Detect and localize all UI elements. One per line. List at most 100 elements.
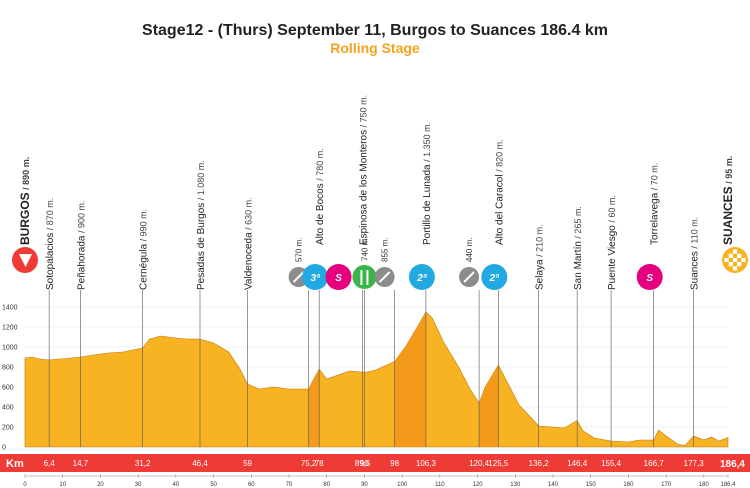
waypoint-name: Cernégula [139, 243, 150, 290]
y-tick-label: 1200 [2, 325, 18, 332]
feed-zone-icon [352, 265, 377, 289]
waypoint-name: BURGOS [18, 192, 32, 245]
waypoint-altitude: / 900 m. [76, 200, 86, 235]
waypoint-altitude: / 60 m. [607, 195, 617, 225]
climb-category-label: 2ª [489, 273, 500, 284]
km-mark: 136,2 [529, 459, 550, 468]
waypoint-name: Peñahorada [76, 235, 87, 290]
waypoint-name: San Martín [573, 241, 584, 290]
profile-area [24, 311, 729, 448]
waypoint-label: Valdenoceda / 630 m. [244, 197, 255, 290]
km-mark: 155,4 [601, 459, 622, 468]
km-mark: 120,4 [469, 459, 490, 468]
waypoint-altitude: / 780 m. [315, 148, 325, 183]
x-tick-label: 50 [210, 482, 217, 488]
waypoint-name: Suances [690, 251, 701, 290]
waypoint-altitude: / 630 m. [244, 197, 254, 232]
climb-start-mark [378, 271, 391, 283]
waypoint-label: Sotopalacios / 870 m. [45, 198, 56, 290]
waypoint-label: Selaya / 210 m. [535, 224, 546, 290]
climb-start-altitude: 440 m. [465, 238, 474, 262]
finish-check [732, 257, 738, 263]
finish-check [737, 262, 742, 267]
waypoint-label: Portillo de Lunada / 1.350 m. [422, 122, 433, 245]
feed-altitude: 740 m. [360, 237, 369, 261]
finish-check [724, 257, 729, 263]
waypoint-altitude: / 870 m. [45, 198, 55, 233]
waypoint-name: Torrelavega [650, 192, 661, 245]
waypoint-altitude: / 210 m. [535, 224, 545, 259]
climb-category-label: 3ª [311, 273, 321, 284]
km-mark: 146,4 [567, 459, 588, 468]
km-mark: 177,3 [684, 459, 705, 468]
km-mark: 31,2 [135, 459, 151, 468]
x-tick-label: 150 [586, 482, 597, 488]
finish-check [741, 257, 746, 263]
climb-start-mark [463, 271, 475, 283]
finish-check [732, 249, 738, 254]
km-mark: 98 [390, 459, 399, 468]
chart-title: Stage12 - (Thurs) September 11, Burgos t… [142, 22, 608, 39]
waypoint-name: Selaya [535, 259, 546, 290]
waypoint-altitude: / 110 m. [690, 217, 700, 251]
x-tick-label: 0 [23, 482, 27, 488]
waypoint-label: Suances / 110 m. [690, 217, 701, 290]
y-tick-label: 1400 [2, 305, 18, 312]
sprint-icon [636, 264, 663, 290]
km-mark: 75,2 [301, 459, 317, 468]
chart-subtitle: Rolling Stage [330, 40, 420, 56]
finish-check [737, 253, 742, 258]
waypoint-name: Valdenoceda [244, 232, 255, 290]
climb-segment [479, 365, 499, 447]
waypoint-name: Puente Viesgo [607, 225, 618, 290]
feed-cutlery-icon [360, 270, 369, 285]
waypoint-label: Alto de Bocos / 780 m. [315, 148, 326, 245]
y-tick-label: 800 [2, 365, 14, 372]
y-tick-label: 400 [2, 405, 14, 412]
waypoint-label: Torrelavega / 70 m. [650, 163, 661, 245]
sprint-icon [325, 264, 352, 290]
climb-category-label: 2ª [416, 273, 427, 284]
start-arrow-icon [19, 254, 32, 267]
y-tick-label: 1000 [2, 345, 18, 352]
climb-category-icon [481, 264, 508, 290]
waypoint-altitude: / 1.350 m. [422, 122, 432, 165]
x-tick-label: 60 [248, 482, 255, 488]
x-tick-label: 180 [699, 482, 710, 488]
climb-start-mark [292, 271, 305, 283]
km-mark: 14,7 [73, 459, 89, 468]
waypoint-name: Alto del Caracol [494, 174, 505, 245]
x-tick-label: 80 [323, 482, 330, 488]
km-mark: 6,4 [44, 459, 56, 468]
km-total: 186,4 [720, 459, 745, 470]
climb-segment [394, 312, 426, 447]
climb-category-icon [408, 264, 435, 290]
waypoint-name: Alto de Bocos [315, 183, 326, 245]
waypoint-altitude: / 265 m. [573, 206, 583, 241]
climb-category-icon [302, 264, 329, 290]
x-tick-label: 160 [623, 482, 634, 488]
waypoint-name: Portillo de Lunada [422, 164, 433, 245]
waypoint-altitude: / 95 m. [724, 156, 734, 187]
x-tick-label: 10 [59, 482, 66, 488]
km-bar-label: Km [6, 458, 24, 470]
waypoint-altitude: / 820 m. [494, 139, 504, 174]
y-tick-label: 0 [2, 445, 6, 452]
x-tick-label: 70 [286, 482, 293, 488]
waypoint-label: Espinosa de los Monteros / 750 m. [359, 95, 370, 245]
waypoint-altitude: / 750 m. [359, 95, 369, 130]
km-mark: 166,7 [644, 459, 665, 468]
x-tick-label: 90 [361, 482, 368, 488]
km-mark: 46,4 [192, 459, 208, 468]
km-mark: 125,5 [488, 459, 509, 468]
finish-check [728, 253, 733, 258]
km-mark: 89,5 [355, 459, 371, 468]
km-mark: 106,3 [416, 459, 437, 468]
x-tick-label: 30 [135, 482, 142, 488]
sprint-label: S [646, 273, 653, 284]
waypoint-label: Alto del Caracol / 820 m. [494, 139, 505, 245]
waypoint-label: Cernégula / 990 m. [139, 209, 150, 290]
start-label: BURGOS / 890 m. [18, 157, 32, 245]
waypoint-label: San Martín / 265 m. [573, 206, 584, 290]
